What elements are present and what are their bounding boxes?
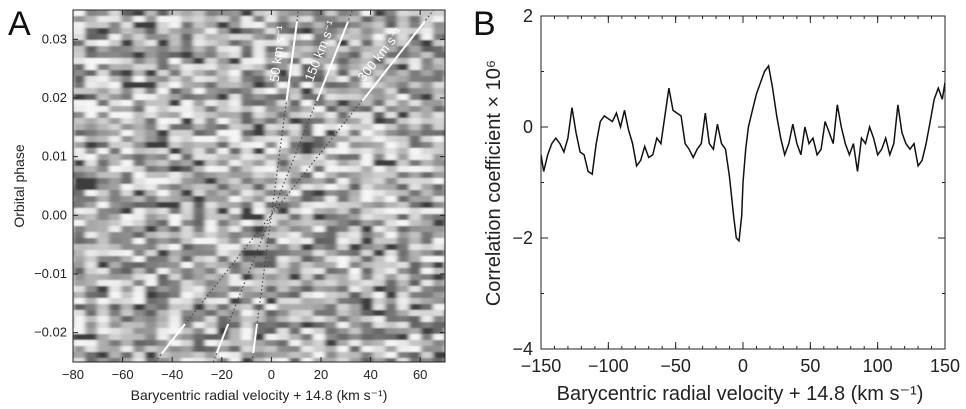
panel-b-x-tick-label: −100 <box>588 356 629 376</box>
panel-b-letter: B <box>473 5 496 43</box>
panel-b-line-chart: −150 −100 −50 0 50 100 150 −4 −2 0 2 Barycentric r… <box>483 6 960 405</box>
model-track-marker-300 <box>361 21 426 102</box>
heatmap-cells <box>73 10 445 362</box>
model-track-marker-50 <box>252 323 259 354</box>
correlation-series-line <box>541 64 945 243</box>
panel-a-x-axis-label: Barycentric radial velocity + 14.8 (km s… <box>131 387 388 403</box>
panel-a-y-tick-label: 0.01 <box>42 149 67 164</box>
panel-b-x-tick-label: 50 <box>800 356 820 376</box>
panel-a-x-tick-label: 0 <box>268 367 275 382</box>
panel-a-x-tick-label: 20 <box>314 367 328 382</box>
model-track-marker-50 <box>285 21 298 102</box>
panel-a-y-tick-label: 0.02 <box>42 90 67 105</box>
panel-a-x-tick-label: −40 <box>161 367 183 382</box>
panel-b-x-tick-label: 100 <box>863 356 893 376</box>
track-label-50: 50 km s⁻¹ <box>267 24 289 83</box>
panel-a-x-tick-label: −80 <box>62 367 84 382</box>
panel-a-x-tick-label: −20 <box>211 367 233 382</box>
model-track-marker-300 <box>161 323 186 354</box>
panel-b-x-tick-label: 0 <box>738 356 748 376</box>
panel-a-y-tick-label: 0.03 <box>42 31 67 46</box>
panel-a-x-tick-label: 60 <box>413 367 427 382</box>
panel-b-y-tick-label: −4 <box>512 339 533 359</box>
panel-b-y-tick-label: −2 <box>512 228 533 248</box>
panel-b-x-tick-label: 150 <box>930 356 960 376</box>
panel-a-y-tick-label: 0.00 <box>42 207 67 222</box>
model-track-dotted-300 <box>154 10 435 362</box>
panel-a-heatmap: −80 −60 −40 −20 0 20 40 60 −0.02 −0.01 0.00 0.01 0.0… <box>11 9 446 403</box>
panel-a-y-axis-label: Orbital phase <box>11 144 27 227</box>
model-track-marker-150 <box>315 21 349 102</box>
panel-a-y-tick-label: −0.02 <box>34 325 67 340</box>
model-track-dotted-150 <box>212 10 354 362</box>
panel-a-frame <box>72 9 446 363</box>
panel-a-x-tick-label: −60 <box>112 367 134 382</box>
panel-a-y-tick-label: −0.01 <box>34 266 67 281</box>
panel-b-y-tick-label: 2 <box>523 6 533 26</box>
panel-b-x-axis-label: Barycentric radial velocity + 14.8 (km s… <box>557 383 924 405</box>
panel-b-y-tick-label: 0 <box>523 117 533 137</box>
panel-a-x-tick-label: 40 <box>363 367 377 382</box>
model-track-marker-150 <box>215 323 230 354</box>
panel-a-letter: A <box>8 5 31 43</box>
panel-b-y-axis-label: Correlation coefficient × 10⁶ <box>483 60 505 306</box>
model-track-lines <box>154 10 435 362</box>
panel-b-x-tick-label: −150 <box>521 356 562 376</box>
panel-b-x-tick-label: −50 <box>660 356 691 376</box>
